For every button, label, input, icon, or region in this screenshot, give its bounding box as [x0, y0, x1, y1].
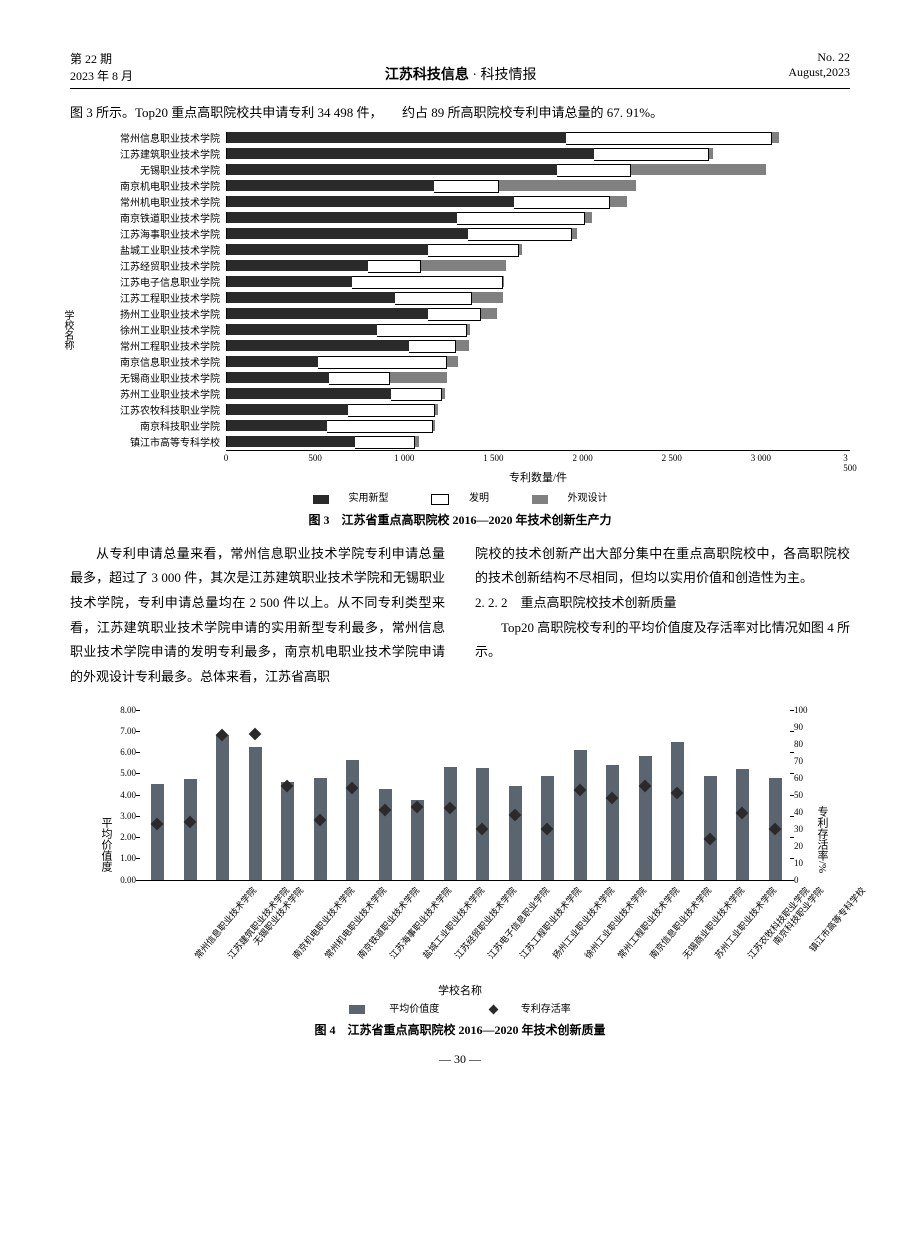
chart3-row: 苏州工业职业技术学院 [70, 386, 850, 401]
col-left: 从专利申请总量来看，常州信息职业技术学院专利申请总量最多，超过了 3 000 件… [70, 542, 445, 690]
chart3-row: 南京机电职业技术学院 [70, 178, 850, 193]
chart3-row: 江苏电子信息职业学院 [70, 274, 850, 289]
issue-cn: 第 22 期 [70, 50, 133, 67]
chart3: 学校名称 常州信息职业技术学院江苏建筑职业技术学院无锡职业技术学院南京机电职业技… [70, 130, 850, 504]
page-number: — 30 — [70, 1052, 850, 1067]
chart3-row: 江苏工程职业技术学院 [70, 290, 850, 305]
chart4-xlabel: 学校名称 [70, 982, 850, 998]
chart4-bar [639, 756, 652, 879]
chart4-bar [379, 789, 392, 879]
chart3-row: 江苏建筑职业技术学院 [70, 146, 850, 161]
chart3-caption: 图 3 江苏省重点高职院校 2016—2020 年技术创新生产力 [70, 511, 850, 528]
date-en: August,2023 [788, 65, 850, 80]
header-right: No. 22 August,2023 [788, 50, 850, 84]
chart3-row: 常州工程职业技术学院 [70, 338, 850, 353]
chart4: 平均价值度 专利存活率/% 0.001.002.003.004.005.006.… [80, 700, 840, 980]
chart3-ylabel: 学校名称 [60, 310, 75, 350]
chart3-row: 镇江市高等专科学校 [70, 434, 850, 449]
chart4-bar [151, 784, 164, 880]
chart3-row: 南京科技职业学院 [70, 418, 850, 433]
chart4-legend: 平均价值度 专利存活率 [70, 1000, 850, 1015]
chart4-bar [444, 767, 457, 880]
chart4-bar [184, 779, 197, 880]
chart3-row: 常州信息职业技术学院 [70, 130, 850, 145]
chart3-xlabel: 专利数量/件 [226, 469, 850, 485]
chart4-bar [509, 786, 522, 880]
date-cn: 2023 年 8 月 [70, 67, 133, 84]
chart3-row: 南京铁道职业技术学院 [70, 210, 850, 225]
chart4-plot: 0.001.002.003.004.005.006.007.008.000102… [140, 710, 790, 881]
chart4-bar [314, 778, 327, 880]
chart3-row: 无锡职业技术学院 [70, 162, 850, 177]
chart3-row: 徐州工业职业技术学院 [70, 322, 850, 337]
body-columns: 从专利申请总量来看，常州信息职业技术学院专利申请总量最多，超过了 3 000 件… [70, 542, 850, 690]
chart4-bar [574, 750, 587, 880]
page-header: 第 22 期 2023 年 8 月 江苏科技信息 · 科技情报 No. 22 A… [70, 50, 850, 89]
issue-en: No. 22 [788, 50, 850, 65]
chart4-ylabel-left: 平均价值度 [98, 817, 114, 872]
chart4-bar [606, 765, 619, 880]
chart4-ylabel-right: 专利存活率/% [814, 806, 830, 873]
header-left: 第 22 期 2023 年 8 月 [70, 50, 133, 84]
chart3-legend: 实用新型 发明 外观设计 [70, 489, 850, 504]
chart4-bar [736, 769, 749, 880]
chart3-row: 江苏海事职业技术学院 [70, 226, 850, 241]
chart3-row: 无锡商业职业技术学院 [70, 370, 850, 385]
chart4-caption: 图 4 江苏省重点高职院校 2016—2020 年技术创新质量 [70, 1021, 850, 1038]
chart3-row: 江苏经贸职业技术学院 [70, 258, 850, 273]
col-right: 院校的技术创新产出大部分集中在重点高职院校中，各高职院校的技术创新结构不尽相同，… [475, 542, 850, 690]
chart4-bar [346, 760, 359, 880]
subsection-heading: 2. 2. 2 重点高职院校技术创新质量 [475, 591, 850, 616]
chart3-bars: 常州信息职业技术学院江苏建筑职业技术学院无锡职业技术学院南京机电职业技术学院常州… [70, 130, 850, 449]
chart3-row: 南京信息职业技术学院 [70, 354, 850, 369]
chart4-bar [281, 782, 294, 880]
chart4-bar [249, 747, 262, 880]
chart3-xaxis: 05001 0001 5002 0002 5003 0003 500 [226, 450, 850, 469]
chart4-bar [704, 776, 717, 880]
chart3-row: 常州机电职业技术学院 [70, 194, 850, 209]
intro-text: 图 3 所示。Top20 重点高职院校共申请专利 34 498 件， 约占 89… [70, 101, 850, 124]
chart3-row: 盐城工业职业技术学院 [70, 242, 850, 257]
chart4-marker [249, 727, 262, 740]
journal-title: 江苏科技信息 · 科技情报 [385, 64, 537, 84]
chart4-bar [216, 735, 229, 880]
chart4-bar [671, 742, 684, 880]
chart3-row: 江苏农牧科技职业学院 [70, 402, 850, 417]
chart3-row: 扬州工业职业技术学院 [70, 306, 850, 321]
